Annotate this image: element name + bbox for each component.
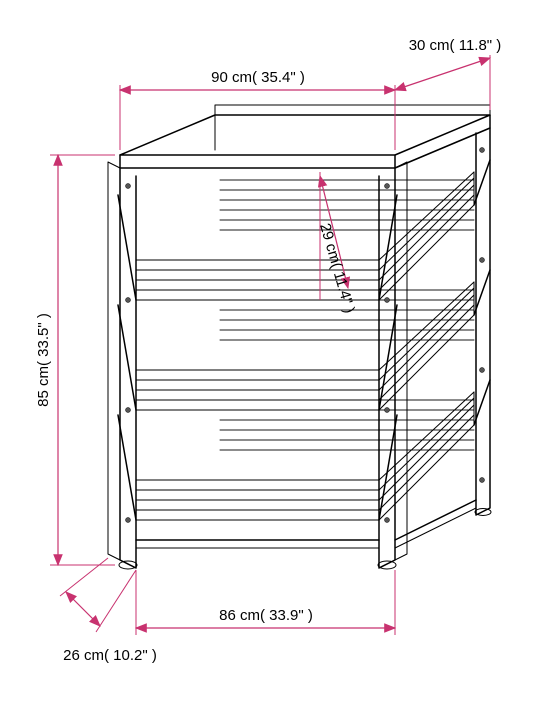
dim-front-width-label: 86 cm( 33.9" ) bbox=[219, 607, 313, 624]
dim-shelf-depth: 29 cm( 11.4" ) bbox=[316, 172, 358, 315]
dim-front-depth-label: 26 cm( 10.2" ) bbox=[63, 647, 157, 664]
dim-front-depth: 26 cm( 10.2" ) bbox=[60, 558, 157, 664]
dim-width-top-label: 90 cm( 35.4" ) bbox=[211, 69, 305, 86]
dim-height-label: 85 cm( 33.5" ) bbox=[35, 313, 52, 407]
dim-front-width: 86 cm( 33.9" ) bbox=[136, 570, 395, 635]
dim-shelf-depth-label: 29 cm( 11.4" ) bbox=[316, 221, 358, 315]
product-outline bbox=[108, 105, 491, 569]
dim-depth-top-label: 30 cm( 11.8" ) bbox=[409, 37, 502, 54]
dim-height: 85 cm( 33.5" ) bbox=[35, 155, 115, 565]
dimension-drawing: 90 cm( 35.4" ) 30 cm( 11.8" ) 85 cm( 33.… bbox=[0, 0, 540, 720]
